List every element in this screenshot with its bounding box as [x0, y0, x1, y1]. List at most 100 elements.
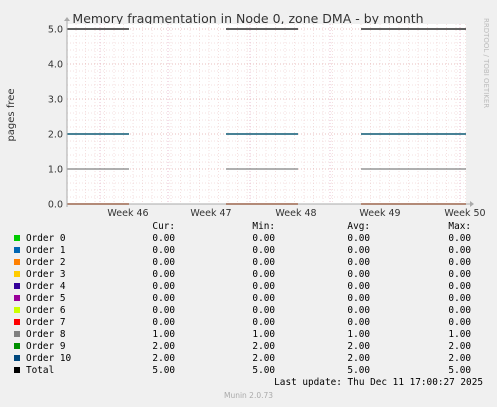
legend-value-min: 2.00 [252, 341, 275, 352]
x-tick-label: Week 50 [444, 208, 485, 219]
legend-row: Order 6 0.00 0.00 0.00 0.00 [0, 305, 497, 317]
chart: Memory fragmentation in Node 0, zone DMA… [6, 11, 490, 219]
legend-swatch [14, 283, 20, 289]
legend-value-min: 1.00 [252, 329, 275, 340]
axes [64, 17, 474, 207]
legend-series-name: Order 1 [26, 245, 66, 256]
legend-value-min: 5.00 [252, 365, 275, 376]
legend-swatch [14, 319, 20, 325]
legend-value-avg: 0.00 [347, 281, 370, 292]
legend-value-max: 0.00 [448, 317, 471, 328]
y-tick-label: 4.0 [48, 60, 63, 71]
legend-row: Order 9 2.00 2.00 2.00 2.00 [0, 341, 497, 353]
legend-value-avg: 2.00 [347, 341, 370, 352]
chart-title: Memory fragmentation in Node 0, zone DMA… [72, 11, 423, 26]
legend-value-min: 2.00 [252, 353, 275, 364]
legend-swatch [14, 259, 20, 265]
legend-swatch [14, 355, 20, 361]
legend-value-avg: 0.00 [347, 305, 370, 316]
legend-value-cur: 0.00 [152, 293, 175, 304]
legend-value-avg: 0.00 [347, 245, 370, 256]
legend-value-cur: 5.00 [152, 365, 175, 376]
x-tick-label: Week 49 [359, 208, 400, 219]
legend-value-min: 0.00 [252, 233, 275, 244]
legend-series-name: Order 4 [26, 281, 66, 292]
legend-row: Order 3 0.00 0.00 0.00 0.00 [0, 269, 497, 281]
legend-value-avg: 0.00 [347, 233, 370, 244]
legend-swatch [14, 295, 20, 301]
legend-value-max: 0.00 [448, 281, 471, 292]
legend-swatch [14, 247, 20, 253]
header-cur: Cur: [152, 221, 175, 232]
legend-value-cur: 0.00 [152, 305, 175, 316]
legend-row: Order 7 0.00 0.00 0.00 0.00 [0, 317, 497, 329]
munin-version: Munin 2.0.73 [223, 391, 274, 400]
legend-row: Total 5.00 5.00 5.00 5.00 [0, 365, 497, 377]
legend-value-max: 5.00 [448, 365, 471, 376]
header-max: Max: [448, 221, 471, 232]
legend-row: Order 10 2.00 2.00 2.00 2.00 [0, 353, 497, 365]
legend-value-min: 0.00 [252, 257, 275, 268]
legend-value-cur: 0.00 [152, 269, 175, 280]
legend-value-max: 0.00 [448, 245, 471, 256]
legend-value-cur: 0.00 [152, 281, 175, 292]
legend-value-min: 0.00 [252, 269, 275, 280]
legend-value-min: 0.00 [252, 245, 275, 256]
y-tick-label: 2.0 [48, 130, 63, 141]
last-update: Last update: Thu Dec 11 17:00:27 2025 [274, 377, 483, 388]
legend-row: Order 0 0.00 0.00 0.00 0.00 [0, 233, 497, 245]
plot-area [67, 24, 466, 204]
legend-row: Order 4 0.00 0.00 0.00 0.00 [0, 281, 497, 293]
rrdtool-watermark: RRDTOOL / TOBI OETIKER [482, 18, 490, 108]
legend-value-cur: 0.00 [152, 257, 175, 268]
legend-row: Order 8 1.00 1.00 1.00 1.00 [0, 329, 497, 341]
y-tick-label: 3.0 [48, 95, 63, 106]
header-avg: Avg: [347, 221, 370, 232]
x-tick-label: Week 48 [275, 208, 316, 219]
header-min: Min: [252, 221, 275, 232]
legend-value-cur: 2.00 [152, 353, 175, 364]
legend-series-name: Order 8 [26, 329, 66, 340]
legend-series-name: Order 6 [26, 305, 66, 316]
y-tick-label: 0.0 [48, 200, 63, 211]
legend-value-min: 0.00 [252, 317, 275, 328]
legend-series-name: Order 0 [26, 233, 66, 244]
legend-value-max: 2.00 [448, 341, 471, 352]
legend-value-max: 0.00 [448, 269, 471, 280]
legend-series-name: Total [26, 365, 55, 376]
legend-value-cur: 0.00 [152, 245, 175, 256]
legend-value-max: 0.00 [448, 293, 471, 304]
legend-value-max: 0.00 [448, 257, 471, 268]
y-tick-labels: 0.0 1.0 2.0 3.0 4.0 5.0 [48, 25, 63, 211]
legend-value-min: 0.00 [252, 305, 275, 316]
legend-value-min: 0.00 [252, 293, 275, 304]
legend-value-avg: 0.00 [347, 293, 370, 304]
legend-value-avg: 0.00 [347, 269, 370, 280]
legend-value-max: 1.00 [448, 329, 471, 340]
legend-swatch [14, 367, 20, 373]
legend-series-name: Order 2 [26, 257, 66, 268]
legend-value-cur: 2.00 [152, 341, 175, 352]
legend-value-avg: 5.00 [347, 365, 370, 376]
legend-value-avg: 0.00 [347, 317, 370, 328]
legend-swatch [14, 271, 20, 277]
y-axis-label: pages free [6, 88, 17, 141]
legend-header-row: Cur: Min: Avg: Max: [0, 221, 497, 233]
x-tick-label: Week 47 [190, 208, 231, 219]
legend-value-avg: 2.00 [347, 353, 370, 364]
legend-swatch [14, 307, 20, 313]
legend-value-cur: 0.00 [152, 233, 175, 244]
legend-value-avg: 0.00 [347, 257, 370, 268]
legend-value-max: 2.00 [448, 353, 471, 364]
legend-value-cur: 1.00 [152, 329, 175, 340]
legend-series-name: Order 10 [26, 353, 72, 364]
legend-value-max: 0.00 [448, 233, 471, 244]
legend-value-cur: 0.00 [152, 317, 175, 328]
legend-row: Order 1 0.00 0.00 0.00 0.00 [0, 245, 497, 257]
legend-swatch [14, 331, 20, 337]
grid [67, 24, 466, 205]
legend-series-name: Order 3 [26, 269, 66, 280]
x-tick-labels: Week 46 Week 47 Week 48 Week 49 Week 50 [107, 208, 485, 219]
y-axis-arrow [64, 17, 70, 21]
legend-row: Order 2 0.00 0.00 0.00 0.00 [0, 257, 497, 269]
